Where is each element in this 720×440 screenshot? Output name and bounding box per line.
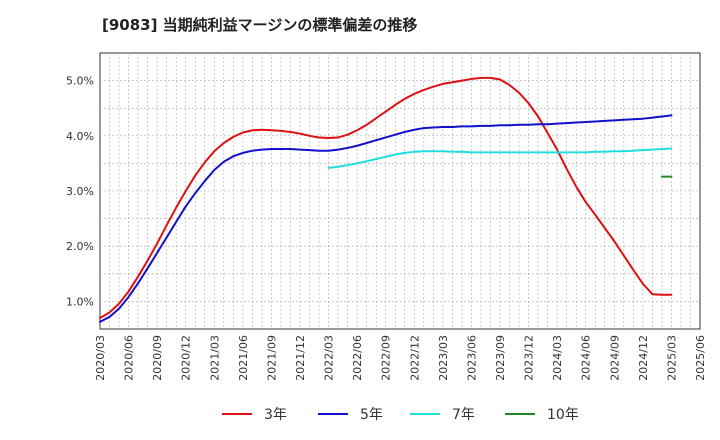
x-tick-label: 2020/03 — [94, 335, 107, 381]
x-tick-label: 2021/03 — [208, 335, 221, 381]
x-tick-label: 2022/09 — [380, 335, 393, 381]
x-tick-label: 2023/12 — [523, 335, 536, 381]
legend-label-2: 5年 — [360, 407, 383, 423]
legend-label-1: 3年 — [264, 407, 287, 423]
x-tick-label: 2020/09 — [151, 335, 164, 381]
x-tick-label: 2025/03 — [665, 335, 678, 381]
chart-title: [9083] 当期純利益マージンの標準偏差の推移 — [102, 16, 418, 34]
series-line-2 — [99, 114, 673, 323]
x-tick-label: 2023/06 — [465, 335, 478, 381]
y-tick-label: 2.0% — [66, 240, 94, 253]
x-tick-label: 2022/12 — [408, 335, 421, 381]
x-tick-label: 2021/09 — [265, 335, 278, 381]
x-tick-label: 2020/12 — [180, 335, 193, 381]
y-tick-label: 1.0% — [66, 295, 94, 308]
legend-label-4: 10年 — [547, 407, 579, 423]
x-tick-label: 2025/06 — [694, 335, 707, 381]
legend-label-3: 7年 — [452, 407, 475, 423]
x-tick-label: 2024/03 — [551, 335, 564, 381]
x-tick-label: 2023/03 — [437, 335, 450, 381]
x-tick-label: 2020/06 — [123, 335, 136, 381]
series-line-1 — [99, 76, 673, 319]
series-line-3 — [327, 147, 673, 169]
x-tick-label: 2024/12 — [637, 335, 650, 381]
x-tick-label: 2021/12 — [294, 335, 307, 381]
x-tick-label: 2021/06 — [237, 335, 250, 381]
x-tick-label: 2022/06 — [351, 335, 364, 381]
x-tick-label: 2023/09 — [494, 335, 507, 381]
y-tick-label: 3.0% — [66, 185, 94, 198]
x-tick-label: 2022/03 — [323, 335, 336, 381]
y-tick-label: 4.0% — [66, 130, 94, 143]
x-tick-label: 2024/09 — [608, 335, 621, 381]
y-tick-label: 5.0% — [66, 75, 94, 88]
x-tick-label: 2024/06 — [580, 335, 593, 381]
